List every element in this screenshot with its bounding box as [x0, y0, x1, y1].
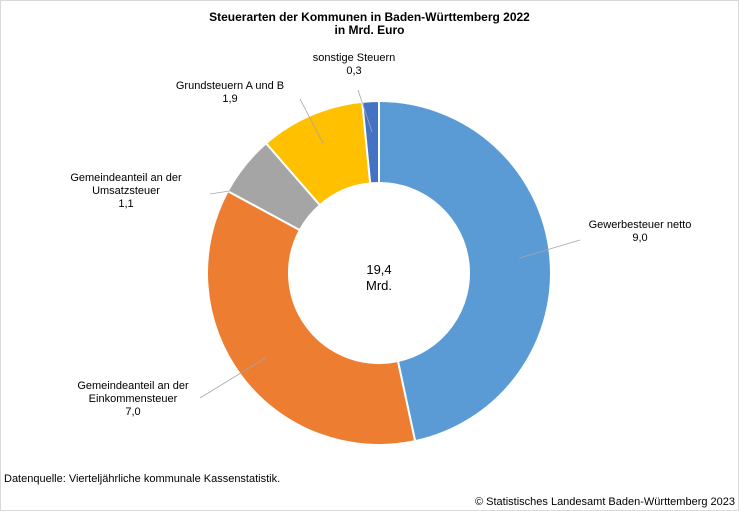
slice-label-sonstige-name: sonstige Steuern: [312, 52, 396, 64]
slice-label-einkommensteuer: Gemeindeanteil an der Einkommensteuer 7,…: [63, 380, 203, 419]
leader-line-sonstige: [357, 89, 373, 133]
leader-line-gewerbesteuer: [519, 239, 581, 259]
leader-line-umsatzsteuer: [209, 184, 270, 195]
donut-center-label: 19,4 Mrd.: [329, 262, 429, 294]
slice-label-umsatzsteuer-line-1: Gemeindeanteil an der: [70, 172, 182, 184]
slice-label-gewerbesteuer: Gewerbesteuer netto 9,0: [580, 219, 700, 245]
center-total: 19,4: [366, 262, 392, 277]
slice-label-umsatzsteuer-line-2: Umsatzsteuer: [92, 185, 160, 197]
slice-label-umsatzsteuer: Gemeindeanteil an der Umsatzsteuer 1,1: [56, 172, 196, 211]
donut-slice-einkommensteuer: [206, 189, 417, 446]
slice-label-grundsteuern: Grundsteuern A und B 1,9: [165, 80, 295, 106]
slice-label-einkommensteuer-line-1: Gemeindeanteil an der: [77, 380, 189, 392]
data-source-note: Datenquelle: Vierteljährliche kommunale …: [4, 473, 281, 485]
donut-slice-sonstige: [361, 99, 380, 185]
chart-title-line-2: in Mrd. Euro: [334, 23, 405, 37]
slice-label-gewerbesteuer-value: 9,0: [632, 232, 648, 244]
slice-label-umsatzsteuer-value: 1,1: [118, 198, 134, 210]
slice-label-einkommensteuer-line-2: Einkommensteuer: [88, 393, 178, 405]
donut-slice-gewerbesteuer: [378, 99, 552, 443]
slice-label-sonstige-value: 0,3: [346, 65, 362, 77]
center-unit: Mrd.: [366, 278, 392, 293]
slice-label-grundsteuern-value: 1,9: [222, 93, 238, 105]
chart-title: Steuerarten der Kommunen in Baden-Württe…: [0, 11, 739, 37]
slice-label-gewerbesteuer-name: Gewerbesteuer netto: [588, 219, 692, 231]
copyright-note: © Statistisches Landesamt Baden-Württemb…: [474, 496, 735, 508]
chart-title-line-1: Steuerarten der Kommunen in Baden-Württe…: [209, 10, 530, 24]
leader-line-einkommensteuer: [199, 357, 267, 399]
slice-label-sonstige: sonstige Steuern 0,3: [302, 52, 406, 78]
slice-label-einkommensteuer-value: 7,0: [125, 406, 141, 418]
slice-label-grundsteuern-name: Grundsteuern A und B: [175, 80, 285, 92]
leader-line-grundsteuern: [299, 98, 324, 144]
